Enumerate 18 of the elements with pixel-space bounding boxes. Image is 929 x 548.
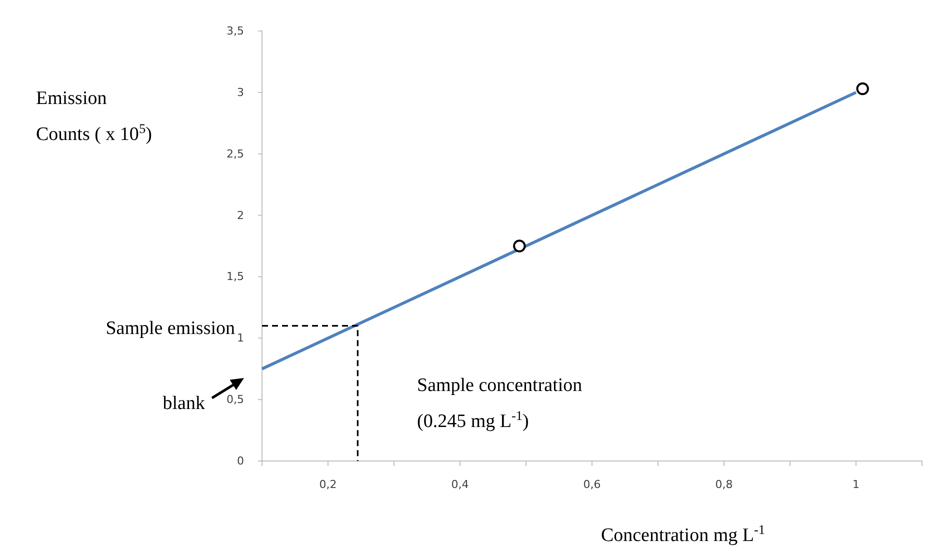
y-tick-label: 1: [237, 332, 244, 345]
y-tick-label: 2,5: [226, 147, 244, 160]
x-tick-label: 1: [852, 478, 860, 491]
x-tick-label: 0,6: [583, 478, 601, 491]
x-axis-title: Concentration mg L$^{-1}$: [600, 522, 766, 546]
y-tick-label: 3,5: [226, 24, 244, 38]
y-tick-label: 2: [237, 208, 244, 222]
y-tick-label: 1,5: [226, 270, 244, 284]
x-tick-label: 0,8: [715, 478, 733, 491]
text: blank: [162, 393, 206, 414]
y-tick-label: 0: [237, 454, 244, 468]
annotation: Sample concentration (0.245 mg L$^{-1}$): [417, 375, 583, 432]
x-tick-label: 0,2: [319, 478, 337, 491]
x-tick-label: 0,4: [451, 478, 469, 491]
text: Sample emission: [106, 318, 236, 339]
y-axis-title: Emission Counts ( x 10$^{5}$): [36, 88, 152, 146]
y-tick-label: 3: [237, 86, 244, 99]
y-tick-label: 0,5: [226, 393, 244, 406]
